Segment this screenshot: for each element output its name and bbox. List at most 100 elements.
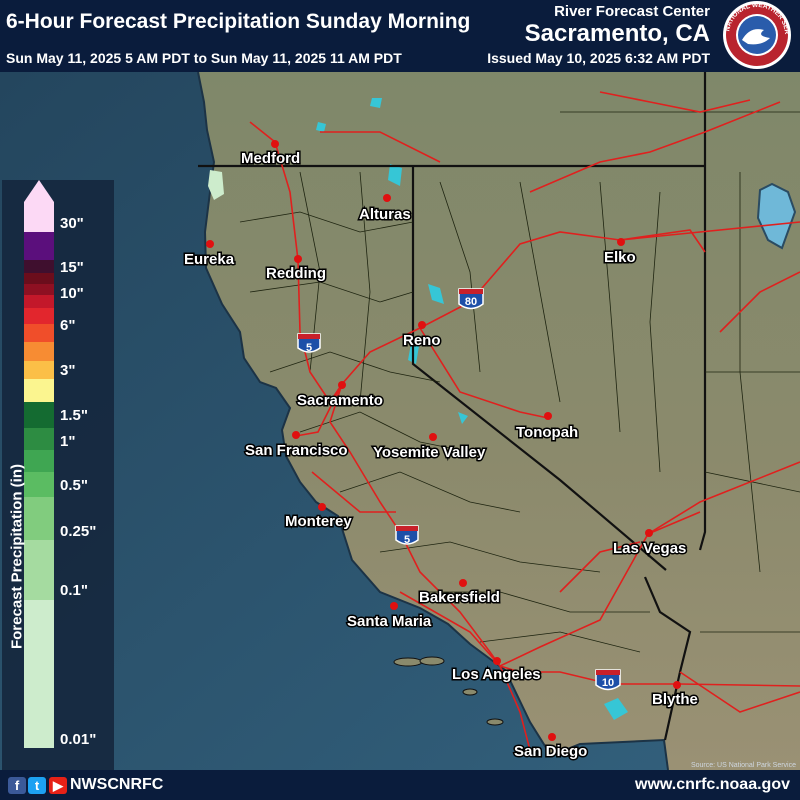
- precipitation-legend: 30" 15" 10" 6" 3" 1.5" 1" 0.5" 0.25" 0.1" 0.01" Fo…: [2, 180, 114, 770]
- city-las-vegas: Las Vegas: [612, 529, 688, 559]
- legend-color-band: [24, 472, 54, 497]
- facebook-icon[interactable]: f: [8, 777, 26, 794]
- office-label: River Forecast Center: [554, 3, 710, 20]
- city-markers: Medford Alturas Eureka Redding Elko Reno…: [183, 140, 699, 762]
- lake: [370, 98, 382, 108]
- legend-tick-label: 0.5": [60, 477, 88, 494]
- legend-tick-label: 30": [60, 215, 84, 232]
- legend-color-band: [24, 324, 54, 342]
- city-label: Elko: [604, 249, 636, 266]
- legend-color-band: [24, 202, 54, 232]
- map-source-credit: Source: US National Park Service: [691, 762, 796, 769]
- city-dot: [318, 503, 326, 511]
- legend-arrow-cap: [24, 180, 54, 202]
- legend-arrow-top: [24, 180, 54, 202]
- city-yosemite-valley: Yosemite Valley: [372, 433, 487, 463]
- legend-color-band: [24, 308, 54, 324]
- legend-color-band: [24, 361, 54, 379]
- social-handle[interactable]: NWSCNRFC: [70, 776, 164, 793]
- precipitation-map: 5 80 5 10 Medford Alturas Eureka: [0, 72, 800, 770]
- legend-tick-label: 3": [60, 362, 76, 379]
- legend-color-band: [24, 284, 54, 295]
- city-dot: [617, 238, 625, 246]
- legend-color-band: [24, 600, 54, 748]
- city-reno: Reno: [402, 321, 442, 351]
- interstate-shield-i5-south: 5: [395, 525, 419, 546]
- nws-logo[interactable]: NATIONAL WEATHER SERVICE: [718, 0, 796, 70]
- land-mass: [198, 72, 800, 770]
- city-dot: [206, 240, 214, 248]
- city-san-diego: San Diego: [513, 733, 589, 762]
- city-dot: [271, 140, 279, 148]
- state-border: [411, 166, 667, 571]
- legend-color-band: [24, 402, 54, 428]
- city-label: Los Angeles: [452, 666, 541, 683]
- city-san-francisco: San Francisco: [244, 431, 349, 461]
- lake: [428, 284, 444, 304]
- legend-color-band: [24, 342, 54, 361]
- city-alturas: Alturas: [358, 194, 412, 225]
- legend-color-band: [24, 273, 54, 284]
- city-label: Yosemite Valley: [373, 444, 486, 461]
- twitter-icon[interactable]: t: [28, 777, 46, 794]
- city-label: Alturas: [359, 206, 411, 223]
- city-dot: [645, 529, 653, 537]
- legend-color-band: [24, 232, 54, 260]
- city-label: Eureka: [184, 251, 235, 268]
- city-santa-maria: Santa Maria: [346, 602, 433, 632]
- city-label: Monterey: [285, 513, 352, 530]
- header: 6-Hour Forecast Precipitation Sunday Mor…: [0, 0, 800, 72]
- city-dot: [459, 579, 467, 587]
- city-label: San Diego: [514, 743, 587, 760]
- issued-time: Issued May 10, 2025 6:32 AM PDT: [487, 50, 710, 66]
- city-los-angeles: Los Angeles: [451, 657, 542, 685]
- city-dot: [390, 602, 398, 610]
- county-lines: [239, 111, 800, 653]
- city-medford: Medford: [240, 140, 302, 169]
- legend-tick-label: 15": [60, 259, 84, 276]
- lake: [316, 122, 326, 132]
- interstate-label: 5: [404, 534, 410, 546]
- legend-color-band: [24, 497, 54, 540]
- city-bakersfield: Bakersfield: [418, 579, 501, 608]
- city-dot: [429, 433, 437, 441]
- legend-tick-label: 1": [60, 433, 76, 450]
- channel-island: [419, 656, 445, 666]
- city-label: Medford: [241, 150, 300, 167]
- legend-color-band: [24, 540, 54, 600]
- map-canvas: 5 80 5 10 Medford Alturas Eureka: [0, 72, 800, 770]
- city-dot: [418, 321, 426, 329]
- interstate-label: 10: [602, 677, 614, 689]
- channel-island: [462, 688, 478, 696]
- city-label: Tonopah: [516, 424, 578, 441]
- office-name: Sacramento, CA: [524, 20, 710, 47]
- interstate-label: 80: [465, 296, 477, 308]
- city-monterey: Monterey: [284, 503, 354, 532]
- city-dot: [493, 657, 501, 665]
- city-dot: [673, 681, 681, 689]
- city-dot: [383, 194, 391, 202]
- city-label: Reno: [403, 332, 441, 349]
- lake: [458, 412, 468, 424]
- youtube-icon[interactable]: ▶: [49, 777, 67, 794]
- city-sacramento: Sacramento: [296, 381, 384, 411]
- page-title: 6-Hour Forecast Precipitation Sunday Mor…: [6, 10, 471, 33]
- city-label: Sacramento: [297, 392, 383, 409]
- city-dot: [292, 431, 300, 439]
- interstate-shield-i5-north: 5: [297, 333, 321, 354]
- interstate-shield-i80: 80: [458, 288, 484, 310]
- precip-area: [208, 170, 224, 200]
- legend-tick-label: 0.01": [60, 731, 97, 748]
- legend-tick-label: 6": [60, 317, 76, 334]
- valid-time-range: Sun May 11, 2025 5 AM PDT to Sun May 11,…: [6, 50, 402, 66]
- legend-tick-label: 0.25": [60, 523, 97, 540]
- lake: [604, 698, 628, 720]
- city-redding: Redding: [265, 255, 328, 284]
- city-elko: Elko: [603, 238, 637, 268]
- city-dot: [294, 255, 302, 263]
- website-link[interactable]: www.cnrfc.noaa.gov: [635, 776, 790, 793]
- tornado-icon: [742, 29, 770, 45]
- city-label: Las Vegas: [613, 540, 686, 557]
- lake: [756, 182, 797, 250]
- channel-island: [486, 718, 504, 726]
